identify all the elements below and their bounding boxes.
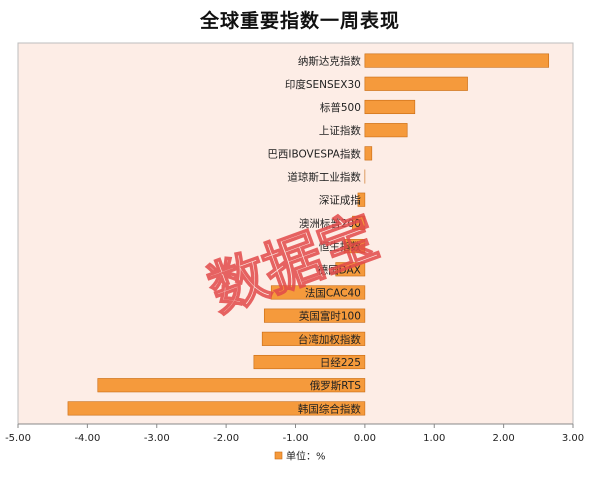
bar-12	[261, 331, 366, 346]
x-tick-label-5: 0.00	[354, 433, 376, 444]
category-label-7: 澳洲标普200	[299, 217, 361, 230]
category-label-4: 巴西IBOVESPA指数	[267, 147, 361, 160]
category-label-11: 英国富时100	[299, 310, 361, 323]
bar-0	[364, 53, 550, 68]
bar-4	[364, 146, 373, 161]
category-label-5: 道琼斯工业指数	[287, 171, 361, 184]
bar-11	[263, 308, 366, 323]
x-tick-label-6: 1.00	[423, 433, 445, 444]
bar-2	[364, 99, 416, 115]
legend: 单位：%	[274, 450, 326, 463]
bar-10	[270, 285, 366, 300]
x-tick-label-0: -5.00	[5, 433, 31, 444]
x-tick-label-3: -2.00	[213, 433, 239, 444]
category-label-2: 标普500	[320, 101, 361, 114]
bar-6	[357, 192, 366, 207]
bar-9	[335, 262, 366, 277]
bar-1	[364, 76, 468, 91]
category-label-1: 印度SENSEX30	[285, 78, 361, 91]
chart-title: 全球重要指数一周表现	[199, 10, 400, 32]
bar-8	[343, 239, 366, 254]
bars	[67, 53, 550, 416]
legend-label: 单位：%	[286, 450, 326, 463]
x-axis-ticks: -5.00 -4.00 -3.00 -2.00 -1.00 0.00 1.00 2.00 3.0…	[5, 424, 584, 444]
bar-13	[253, 354, 366, 370]
x-tick-label-4: -1.00	[283, 433, 309, 444]
category-label-15: 韩国综合指数	[298, 402, 361, 415]
x-tick-label-7: 2.00	[492, 433, 514, 444]
category-label-10: 法国CAC40	[305, 286, 361, 299]
category-label-9: 德国DAX	[318, 263, 361, 276]
category-label-12: 台湾加权指数	[298, 333, 361, 346]
legend-swatch	[274, 451, 283, 460]
category-label-8: 恒生指数	[319, 240, 361, 253]
x-tick-label-2: -3.00	[144, 433, 170, 444]
bar-7	[352, 215, 366, 230]
category-label-3: 上证指数	[319, 124, 361, 137]
x-tick-label-1: -4.00	[74, 433, 100, 444]
bar-3	[364, 123, 408, 138]
category-label-14: 俄罗斯RTS	[310, 379, 361, 392]
bar-15	[67, 401, 366, 416]
bar-14	[97, 378, 366, 393]
category-label-0: 纳斯达克指数	[298, 55, 361, 68]
category-label-6: 深证成指	[319, 194, 361, 207]
category-label-13: 日经225	[320, 356, 361, 369]
x-tick-label-8: 3.00	[562, 433, 584, 444]
